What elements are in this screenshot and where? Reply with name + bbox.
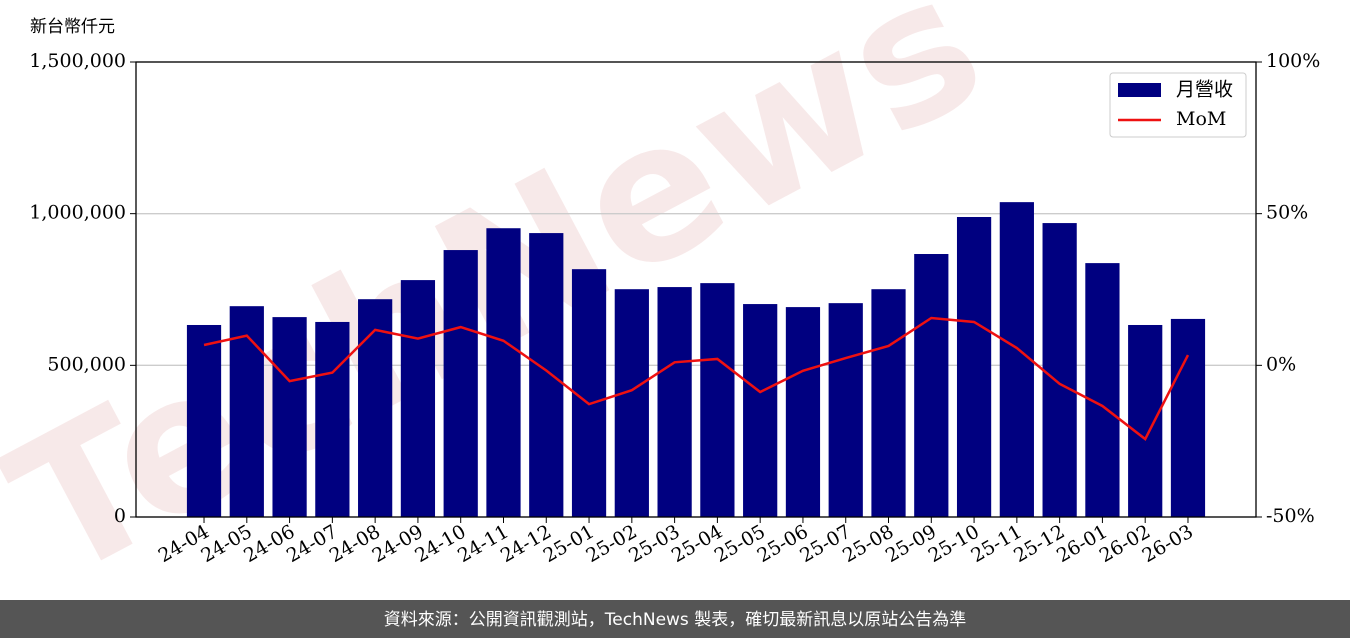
mom-line bbox=[203, 316, 1190, 441]
bar bbox=[1085, 263, 1120, 517]
bar bbox=[1170, 318, 1206, 517]
bar bbox=[657, 287, 692, 517]
y2-tick-label: -50% bbox=[1266, 505, 1315, 527]
bar bbox=[443, 250, 478, 518]
bar bbox=[785, 307, 821, 517]
legend-label: 月營收 bbox=[1176, 79, 1233, 101]
bar bbox=[956, 217, 992, 517]
bar bbox=[614, 289, 649, 517]
bar bbox=[999, 202, 1034, 517]
y-tick-label: 500,000 bbox=[47, 353, 126, 375]
y2-tick-label: 0% bbox=[1266, 353, 1296, 375]
bar bbox=[186, 324, 222, 517]
y2-tick-label: 100% bbox=[1266, 50, 1320, 72]
legend-swatch bbox=[1118, 83, 1161, 97]
bar bbox=[914, 254, 949, 517]
bar bbox=[272, 317, 307, 517]
bar bbox=[1042, 223, 1077, 517]
bar bbox=[529, 233, 564, 517]
y-axis-label: 新台幣仟元 bbox=[30, 17, 115, 37]
bar bbox=[571, 269, 607, 517]
bar bbox=[486, 228, 521, 517]
y-tick-label: 1,000,000 bbox=[29, 202, 126, 224]
y-tick-label: 1,500,000 bbox=[29, 50, 126, 72]
bar bbox=[1128, 324, 1163, 517]
bar bbox=[743, 304, 778, 517]
bar bbox=[358, 299, 393, 517]
bar bbox=[229, 306, 264, 517]
y-tick-label: 0 bbox=[114, 505, 126, 527]
bar bbox=[828, 303, 863, 517]
y2-tick-label: 50% bbox=[1266, 202, 1308, 224]
footer-bar bbox=[0, 600, 1350, 638]
bar bbox=[315, 321, 350, 517]
footer-text: 資料來源：公開資訊觀測站，TechNews 製表，確切最新訊息以原站公告為準 bbox=[384, 610, 966, 630]
plot-frame bbox=[135, 61, 1257, 518]
x-tick-label: 26-03 bbox=[1139, 521, 1197, 567]
bar bbox=[400, 280, 436, 517]
legend-label: MoM bbox=[1176, 108, 1226, 130]
bar bbox=[871, 289, 906, 517]
bar bbox=[700, 283, 735, 517]
